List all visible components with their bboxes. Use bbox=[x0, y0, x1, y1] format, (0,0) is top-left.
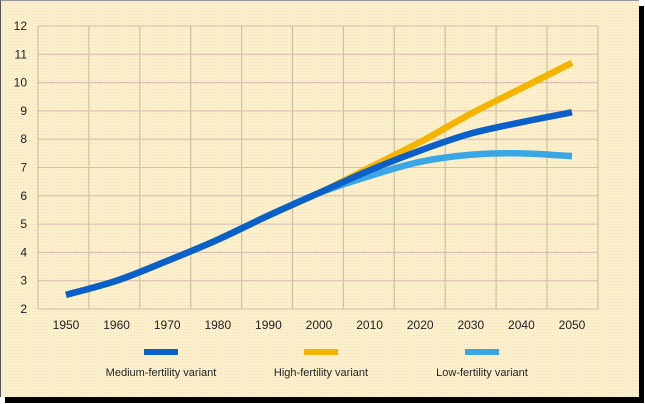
series-lines bbox=[65, 59, 574, 298]
y-tick-label: 10 bbox=[14, 76, 28, 90]
y-tick-label: 8 bbox=[20, 132, 27, 146]
x-tick-label: 2050 bbox=[559, 318, 586, 332]
x-tick-label: 1950 bbox=[53, 318, 80, 332]
grid bbox=[37, 25, 599, 310]
legend-label-high-fertility-variant: High-fertility variant bbox=[274, 367, 368, 379]
x-tick-label: 1980 bbox=[204, 318, 231, 332]
x-tick-label: 2030 bbox=[457, 318, 484, 332]
y-tick-label: 4 bbox=[20, 245, 27, 259]
y-tick-label: 12 bbox=[14, 19, 28, 33]
x-tick-label: 2020 bbox=[407, 318, 434, 332]
y-tick-label: 9 bbox=[20, 104, 27, 118]
chart-frame bbox=[0, 0, 639, 397]
y-tick-label: 5 bbox=[20, 217, 27, 231]
y-axis-ticks: 2 3 4 5 6 7 8 9 10 11 12 bbox=[14, 19, 28, 316]
x-tick-label: 2040 bbox=[508, 318, 535, 332]
legend-swatch-low-fertility-variant bbox=[465, 349, 499, 355]
y-tick-label: 7 bbox=[20, 161, 27, 175]
legend-swatch-medium-fertility-variant bbox=[144, 349, 178, 355]
y-tick-label: 3 bbox=[20, 274, 27, 288]
x-tick-label: 2010 bbox=[356, 318, 383, 332]
x-tick-label: 1960 bbox=[103, 318, 130, 332]
legend-label-medium-fertility-variant: Medium-fertility variant bbox=[106, 367, 217, 379]
x-axis-ticks: 1950 1960 1970 1980 1990 2000 2010 2020 2030 2040… bbox=[53, 318, 586, 332]
x-tick-label: 1970 bbox=[154, 318, 181, 332]
y-tick-label: 11 bbox=[15, 47, 28, 61]
legend-label-low-fertility-variant: Low-fertility variant bbox=[436, 367, 528, 379]
legend: Medium-fertility variant High-fertility v… bbox=[106, 349, 528, 379]
y-tick-label: 6 bbox=[20, 189, 27, 203]
legend-swatch-high-fertility-variant bbox=[304, 349, 338, 355]
x-tick-label: 1990 bbox=[255, 318, 282, 332]
x-tick-label: 2000 bbox=[306, 318, 333, 332]
y-tick-label: 2 bbox=[20, 302, 27, 316]
